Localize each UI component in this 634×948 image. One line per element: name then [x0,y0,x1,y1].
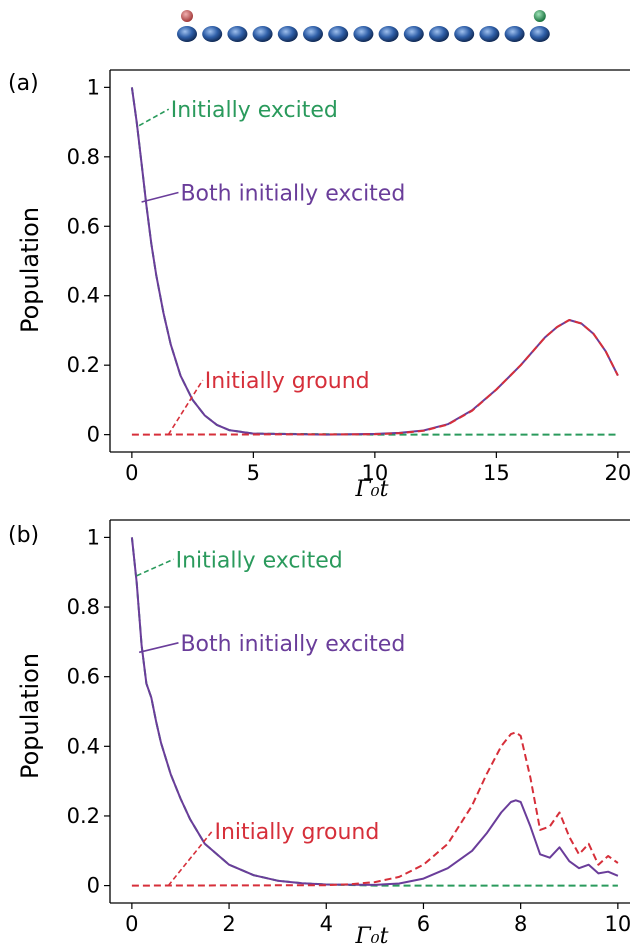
plot-area-b: 0 2 4 6 8 10 0 0.2 0.4 0.6 0.8 1 Initially excited Bo… [67,520,632,936]
atom [404,26,424,42]
atom [429,26,449,42]
x-tick-label: 6 [417,912,430,936]
panel-b: (b) Population Γ₀t 0 2 4 6 8 10 0 0.2 0.4 0.6 0.8 1… [8,520,631,948]
annotation-label: Both initially excited [180,181,405,206]
atom [479,26,499,42]
atom [328,26,348,42]
annotation-leader [142,192,179,201]
annotation-label: Initially excited [176,548,343,573]
y-axis-label-a: Population [16,207,44,333]
annotation-leader [168,831,212,886]
y-tick-label: 0.8 [67,595,100,619]
annotation-label: Initially ground [214,820,379,845]
y-tick-label: 0 [87,423,100,447]
y-tick-label: 0.4 [67,734,100,758]
x-tick-label: 8 [514,912,527,936]
x-tick-label: 10 [604,912,631,936]
atom [202,26,222,42]
atom [454,26,474,42]
atom-chain-illustration [177,10,550,42]
plot-area-a: 0 5 10 15 20 0 0.2 0.4 0.6 0.8 1 Initially excited B… [67,70,632,485]
atom [253,26,273,42]
x-tick-label: 20 [604,461,631,485]
x-tick-label: 0 [125,461,138,485]
excited-emitter-green [534,10,546,22]
y-tick-label: 1 [87,75,100,99]
y-tick-label: 0.4 [67,284,100,308]
atom [379,26,399,42]
x-tick-label: 0 [125,912,138,936]
annotation-label: Both initially excited [180,632,405,657]
atom [227,26,247,42]
x-tick-label: 4 [320,912,333,936]
panel-label-b: (b) [8,523,39,548]
y-tick-label: 0 [87,874,100,898]
atom [353,26,373,42]
y-tick-label: 0.6 [67,665,100,689]
annotation-leader [137,559,174,575]
annotation-leader [139,109,169,125]
atom [530,26,550,42]
atom [177,26,197,42]
y-tick-label: 0.6 [67,214,100,238]
x-tick-label: 10 [361,461,388,485]
x-axis-label-b: Γ₀t [355,924,389,948]
atom [303,26,323,42]
y-axis-label-b: Population [16,653,44,779]
y-tick-label: 1 [87,525,100,549]
x-tick-label: 15 [483,461,510,485]
x-tick-label: 5 [247,461,260,485]
annotation-label: Initially excited [171,98,338,123]
atom [278,26,298,42]
series-line-initially-ground [132,732,618,885]
excited-emitter-red [181,10,193,22]
y-tick-label: 0.2 [67,804,100,828]
annotation-label: Initially ground [205,369,370,394]
y-tick-label: 0.8 [67,145,100,169]
x-tick-label: 2 [222,912,235,936]
atom [505,26,525,42]
panel-a: (a) Population Γ₀t 0 5 10 15 2000.20.40.60.8… [8,70,631,502]
annotation-leader [139,643,178,652]
panel-label-a: (a) [8,71,39,96]
y-tick-label: 0.2 [67,353,100,377]
